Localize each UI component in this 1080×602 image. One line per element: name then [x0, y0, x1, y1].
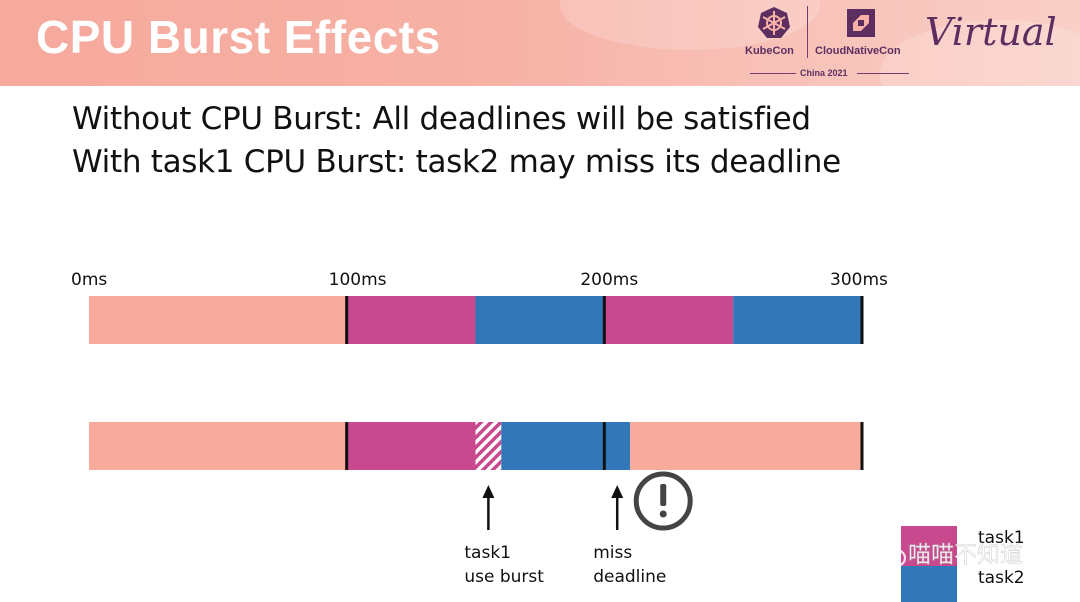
timeline-rows [89, 296, 864, 470]
logo-divider [807, 6, 808, 58]
warning-icon-bar [660, 484, 667, 506]
cloudnativecon-label: CloudNativeCon [815, 45, 901, 57]
segment-task1 [604, 296, 734, 344]
tick-label: 0ms [71, 270, 107, 290]
legend: task1 task2 [901, 526, 1025, 602]
annotation-use-burst: task1 use burst [464, 485, 544, 587]
watermark-text: 喵喵不知道 [908, 542, 1023, 568]
logo-rule [750, 73, 796, 74]
timeline-row-without-burst [89, 296, 864, 344]
annotations: task1 use burst miss deadline [464, 471, 693, 587]
warning-icon [633, 471, 693, 531]
annotation-label: use burst [464, 567, 544, 587]
tick-label: 100ms [329, 270, 387, 290]
kubernetes-helm-icon [758, 7, 790, 38]
china-2021-label: China 2021 [800, 68, 848, 78]
watermark: 喵喵不知道 [867, 536, 1023, 568]
time-marker [345, 422, 349, 470]
logo-rule [857, 73, 909, 74]
legend-swatch-task2 [901, 566, 957, 602]
segment-idle [89, 296, 347, 344]
time-marker [860, 422, 864, 470]
segment-task2 [501, 422, 631, 470]
legend-label: task2 [978, 568, 1025, 588]
time-marker [860, 296, 864, 344]
annotation-label: task1 [464, 543, 511, 563]
annotation-label: miss [593, 543, 632, 563]
time-marker [602, 422, 606, 470]
time-axis: 0ms 100ms 200ms 300ms [71, 270, 888, 290]
segment-idle [630, 422, 862, 470]
warning-icon-dot [659, 510, 667, 518]
up-arrow-icon [611, 485, 624, 498]
segment-task2 [733, 296, 862, 344]
timeline-row-with-burst [89, 422, 864, 470]
segment-task1 [346, 422, 476, 470]
annotation-label: deadline [593, 567, 666, 587]
statement-without-burst: Without CPU Burst: All deadlines will be… [72, 101, 811, 137]
annotation-miss-deadline: miss deadline [593, 471, 693, 587]
segment-idle [89, 422, 347, 470]
cncf-icon [847, 9, 875, 37]
up-arrow-icon [482, 485, 495, 498]
legend-label: task1 [978, 528, 1025, 548]
wechat-icon [867, 536, 907, 568]
time-marker [602, 296, 606, 344]
time-marker [345, 296, 349, 344]
tick-label: 300ms [830, 270, 888, 290]
segment-burst [475, 422, 502, 470]
segment-task1 [346, 296, 476, 344]
segment-task2 [475, 296, 605, 344]
tick-label: 200ms [580, 270, 638, 290]
statement-with-burst: With task1 CPU Burst: task2 may miss its… [72, 144, 841, 180]
slide-title: CPU Burst Effects [36, 11, 441, 63]
virtual-label: Virtual [925, 10, 1057, 54]
event-logo: KubeCon CloudNativeCon China 2021 [745, 4, 925, 82]
kubecon-label: KubeCon [745, 45, 794, 57]
legend-swatch-task1 [901, 526, 957, 566]
